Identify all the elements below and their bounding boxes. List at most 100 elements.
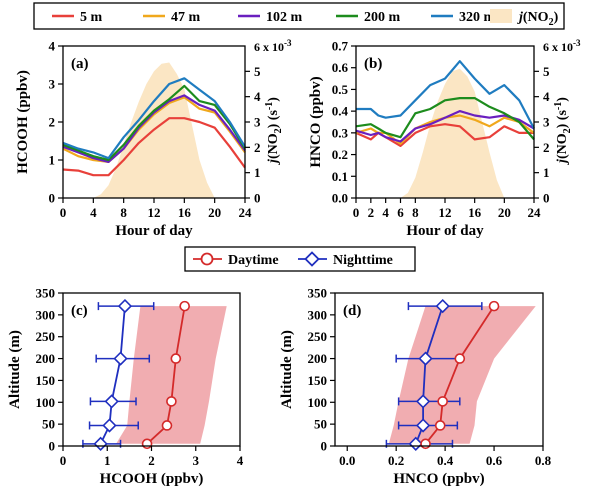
y2-label-sub-a: 2	[273, 128, 284, 133]
y2-tick-label-a: 1	[254, 165, 261, 180]
y-tick-label-b: 0.1	[332, 169, 348, 184]
y-axis-label-d: Altitude (m)	[279, 330, 295, 409]
y-tick-label-d: 350	[308, 286, 328, 301]
legend-label-320-m: 320 m	[459, 10, 496, 25]
y-tick-label-d: 150	[308, 373, 328, 388]
y2-label-end-b: )	[555, 97, 570, 102]
y2-tick-label-a: 4	[254, 89, 261, 104]
x-tick-label-b: 6	[397, 205, 404, 220]
x-tick-label-b: 16	[468, 205, 482, 220]
x-tick-label-c: 0	[60, 453, 67, 468]
legend-jno2-j: j	[517, 10, 523, 25]
y-tick-label-a: 1	[49, 153, 56, 168]
series-line-a-47-m	[62, 96, 246, 163]
nighttime-marker-d	[418, 351, 433, 366]
legend-jno2-end: )	[554, 10, 559, 25]
x-tick-label-d: 0.4	[437, 453, 454, 468]
x-tick-label-d: 0.0	[339, 453, 355, 468]
y2-label-no-b: (NO	[555, 133, 570, 159]
x-tick-label-a: 8	[120, 205, 127, 220]
y-tick-label-c: 0	[49, 439, 56, 454]
jno2-area-b	[400, 68, 505, 198]
series-line-a-320-m	[62, 77, 246, 160]
x-tick-label-b: 0	[353, 205, 360, 220]
legend-nighttime-label: Nighttime	[333, 253, 393, 268]
x-axis-label-b: Hour of day	[406, 223, 484, 239]
nighttime-marker-d	[415, 418, 431, 433]
y2-tick-label-b: 3	[543, 115, 550, 130]
y-tick-label-b: 0.2	[332, 147, 348, 162]
legend-daytime-label: Daytime	[228, 253, 279, 268]
y-axis-label-a: HCOOH (ppbv)	[15, 70, 31, 174]
legend-label-200-m: 200 m	[364, 10, 401, 25]
x-tick-label-d: 0.8	[535, 453, 552, 468]
y2-tick-label-a: 3	[254, 115, 261, 130]
daytime-marker-c	[170, 353, 182, 364]
y-axis-label-b: HNCO (ppbv)	[308, 76, 324, 167]
panel-label-c: (c)	[71, 303, 88, 319]
y2-tick-label-b: 0	[543, 191, 550, 206]
y2-scale-note-exp-b: -3	[573, 38, 581, 48]
x-tick-label-b: 12	[439, 205, 452, 220]
series-line-b-102-m	[355, 109, 535, 143]
y2-label-s-b: ) (s	[555, 110, 570, 129]
y-tick-label-d: 200	[308, 351, 328, 366]
x-tick-label-b: 2	[368, 205, 375, 220]
nighttime-marker-c	[102, 418, 117, 433]
daytime-marker-d	[420, 438, 431, 450]
y2-tick-label-b: 5	[543, 64, 550, 79]
series-line-b-320-m	[356, 60, 535, 130]
daytime-marker-c	[141, 438, 153, 450]
x-tick-label-d: 0.2	[388, 453, 404, 468]
legend-jno2-no: (NO	[523, 10, 549, 25]
x-tick-label-a: 12	[148, 205, 161, 220]
series-line-a-5-m	[62, 117, 246, 177]
y2-scale-note-base-b: 6 x 10	[543, 40, 573, 54]
y-tick-label-b: 0.7	[332, 39, 349, 54]
x-tick-label-a: 0	[60, 205, 67, 220]
y2-tick-label-b: 2	[543, 140, 550, 155]
y2-label-j-a: j	[266, 159, 281, 165]
daytime-marker-d	[437, 396, 448, 407]
x-axis-label-c: HCOOH (ppbv)	[100, 471, 204, 487]
daytime-range-band-c	[116, 306, 227, 444]
panel-d: 0.0 0.2 0.4 0.6 0.8 0 50 100 150 200 250 300 350 (d) H…	[279, 286, 552, 488]
x-axis-label-d: HNCO (ppbv)	[393, 471, 484, 487]
x-axis-label-a: Hour of day	[115, 223, 193, 239]
series-line-b-200-m	[355, 96, 535, 141]
daytime-range-band-d	[388, 306, 536, 444]
nighttime-marker-c	[117, 298, 133, 314]
y2-tick-label-a: 0	[254, 191, 261, 206]
x-tick-label-a: 4	[90, 205, 97, 220]
panel-label-b: (b)	[364, 56, 382, 72]
x-tick-label-a: 16	[178, 205, 192, 220]
plot-frame-d	[334, 292, 544, 447]
y2-label-j-b: j	[555, 159, 570, 165]
y-tick-label-b: 0.4	[332, 104, 349, 119]
nighttime-marker-c	[93, 436, 108, 451]
y2-label-no-a: (NO	[266, 133, 281, 159]
y-tick-label-c: 150	[36, 373, 56, 388]
y-tick-label-a: 0	[49, 191, 56, 206]
x-tick-label-b: 8	[412, 205, 419, 220]
y2-label-sup-a: -1	[264, 102, 275, 110]
y-tick-label-d: 300	[308, 307, 328, 322]
x-tick-label-a: 24	[239, 205, 253, 220]
y-tick-label-c: 100	[36, 395, 56, 410]
y2-scale-note-b: 6 x 10-3	[543, 38, 581, 54]
daytime-marker-c	[161, 420, 173, 431]
legend-top-box	[33, 2, 565, 30]
x-tick-label-b: 4	[382, 205, 389, 220]
panel-c: 0 1 2 3 4 0 50 100 150 200 250 300 350 (c) HCOOH (ppbv…	[7, 286, 244, 488]
y-tick-label-b: 0.6	[332, 60, 349, 75]
panel-label-a: (a)	[71, 56, 89, 72]
y2-scale-note-exp-a: -3	[284, 38, 292, 48]
y2-label-sup-b: -1	[553, 102, 564, 110]
y-tick-label-d: 50	[314, 417, 327, 432]
legend-swatch-jno2	[490, 9, 512, 23]
y-tick-label-b: 0.0	[332, 191, 348, 206]
x-tick-label-c: 3	[193, 453, 200, 468]
nighttime-marker-d	[435, 298, 450, 314]
